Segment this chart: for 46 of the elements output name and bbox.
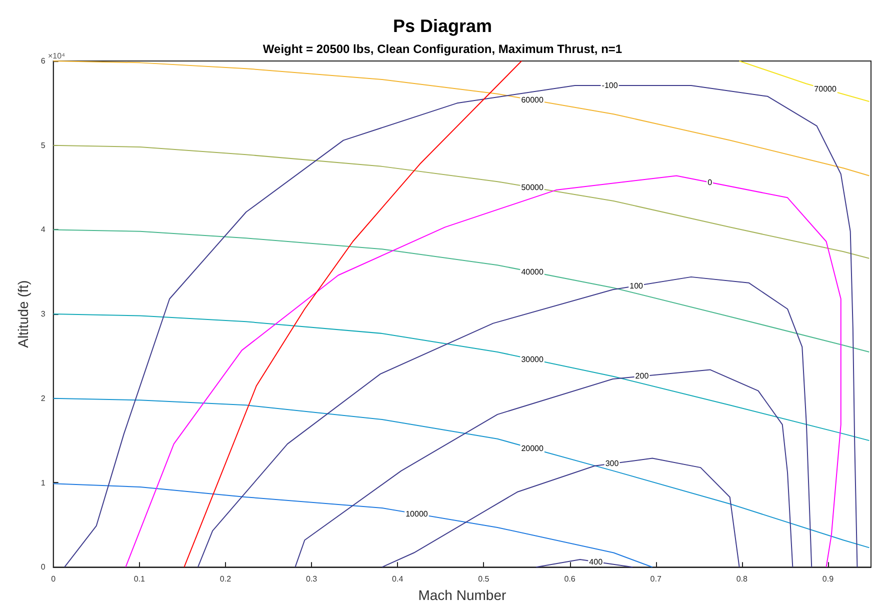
series-label: 0 bbox=[708, 178, 713, 187]
chart-title: Ps Diagram bbox=[392, 16, 492, 36]
series-label: 40000 bbox=[521, 267, 544, 276]
line-series bbox=[52, 144, 870, 259]
line-series bbox=[197, 276, 812, 568]
series-label: 20000 bbox=[521, 444, 544, 454]
line-series bbox=[52, 314, 870, 442]
y-tick-label: 6 bbox=[40, 56, 46, 66]
y-tick-label: 2 bbox=[40, 394, 46, 403]
line-series bbox=[52, 483, 653, 568]
line-series bbox=[52, 60, 870, 176]
line-series bbox=[382, 458, 740, 568]
line-series bbox=[125, 175, 842, 568]
x-tick-label: 0.5 bbox=[478, 574, 490, 584]
series-label: -100 bbox=[602, 80, 618, 90]
chart-subtitle: Weight = 20500 lbs, Clean Configuration, Maximum Thrust, n=1 bbox=[262, 42, 622, 56]
x-tick-label: 0.3 bbox=[306, 574, 318, 584]
series-label: 400 bbox=[589, 557, 604, 566]
x-tick-label: 0.9 bbox=[822, 574, 834, 584]
series-label: 30000 bbox=[521, 354, 544, 364]
line-series bbox=[52, 398, 870, 548]
y-axis-title: Altitude (ft) bbox=[15, 280, 31, 348]
y-tick-label: 0 bbox=[40, 562, 46, 572]
x-tick-label: 0.4 bbox=[392, 574, 404, 584]
line-series bbox=[52, 229, 870, 353]
y-tick-label: 4 bbox=[40, 225, 46, 234]
x-tick-label: 0.1 bbox=[134, 574, 146, 584]
series-label: 200 bbox=[635, 372, 650, 381]
series-label: 300 bbox=[605, 459, 620, 468]
x-tick-label: 0.7 bbox=[650, 574, 662, 584]
text: ×10⁴ bbox=[48, 52, 66, 60]
x-axis-title: Mach Number bbox=[418, 587, 506, 603]
y-tick-label: 5 bbox=[40, 140, 46, 150]
x-tick-label: 0.6 bbox=[564, 574, 576, 584]
series-label: 50000 bbox=[521, 182, 544, 192]
line-series bbox=[294, 369, 794, 568]
line-series bbox=[184, 60, 522, 568]
x-tick-label: 0.8 bbox=[736, 574, 748, 584]
x-tick-label: 0.2 bbox=[220, 574, 232, 584]
y-tick-label: 3 bbox=[40, 310, 46, 319]
series-label: 60000 bbox=[521, 95, 544, 104]
series-label: 100 bbox=[630, 281, 644, 290]
y-tick-label: 1 bbox=[40, 478, 46, 488]
series-label: 10000 bbox=[406, 509, 428, 518]
x-tick-label: 0 bbox=[51, 574, 56, 584]
series-label: 70000 bbox=[814, 84, 837, 94]
